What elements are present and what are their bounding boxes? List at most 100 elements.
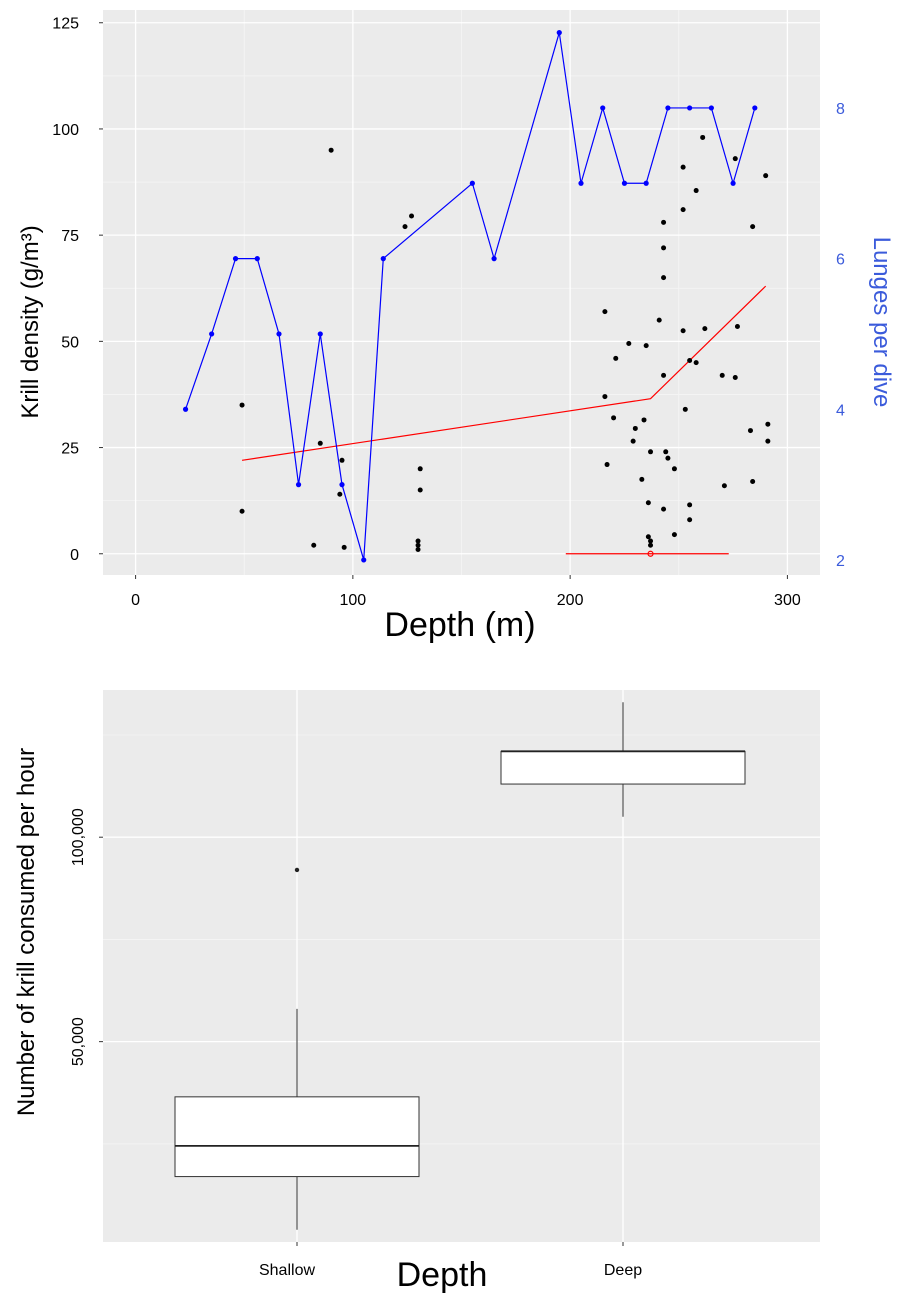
density-point — [671, 532, 677, 538]
density-point — [680, 164, 686, 170]
lunges-point — [491, 256, 497, 262]
lunges-point — [254, 256, 260, 262]
density-point — [663, 449, 669, 455]
lunges-point — [600, 105, 606, 111]
lunges-point — [687, 105, 693, 111]
y-tick-label: 125 — [52, 16, 79, 33]
density-point — [645, 500, 651, 506]
density-point — [682, 406, 688, 412]
density-point — [732, 374, 738, 380]
density-point — [661, 372, 667, 378]
fit-line — [241, 285, 767, 461]
x-axis-categories: Shallow Deep — [259, 1242, 642, 1279]
density-point — [602, 309, 608, 315]
density-point — [687, 517, 693, 523]
x-tick-label: 100 — [340, 592, 367, 609]
density-point — [643, 343, 649, 349]
breakpoint-marker — [647, 550, 654, 557]
y-axis-title-2: Number of krill consumed per hour — [13, 748, 40, 1116]
grid-lines — [103, 10, 820, 575]
x-tick-label: 200 — [557, 592, 584, 609]
x-axis-title: Depth (m) — [384, 606, 535, 644]
y-tick-label: 100,000 — [70, 808, 87, 866]
box-marks — [174, 702, 746, 1230]
x-category-label: Shallow — [259, 1262, 315, 1279]
density-point — [604, 462, 610, 468]
density-point — [661, 245, 667, 251]
density-point — [602, 394, 608, 400]
density-point — [765, 438, 771, 444]
lunges-point — [380, 256, 386, 262]
lunges-point — [556, 29, 562, 36]
lunges-point — [182, 406, 189, 412]
lunges-point — [752, 105, 758, 111]
density-point — [719, 372, 725, 378]
lunges-point — [730, 180, 736, 186]
density-point — [417, 487, 423, 493]
density-point — [317, 440, 323, 446]
box-iqr — [500, 750, 746, 785]
density-point — [611, 415, 617, 421]
lunges-point — [295, 482, 302, 488]
density-point — [661, 219, 667, 225]
density-point — [661, 275, 667, 281]
density-point — [693, 188, 699, 194]
density-point — [648, 538, 654, 544]
density-point — [648, 449, 654, 455]
lunges-point — [209, 331, 215, 337]
y-tick-label: 0 — [70, 547, 79, 564]
plot-panel-2 — [103, 690, 820, 1242]
lunges-point — [578, 180, 584, 186]
density-point — [239, 402, 245, 408]
lunges-line — [184, 32, 756, 561]
density-point — [339, 457, 345, 463]
density-point — [337, 491, 343, 497]
density-point — [626, 340, 632, 346]
density-point — [613, 355, 619, 361]
density-point — [641, 417, 647, 423]
x-axis-title-2: Depth — [397, 1256, 488, 1293]
y-axis-title: Krill density (g/m³) — [17, 225, 44, 418]
y2-axis-ticks: 2 4 6 8 — [836, 101, 845, 570]
y2-tick-label: 4 — [836, 402, 845, 419]
lunges-point — [665, 105, 671, 111]
density-point — [632, 425, 638, 431]
box-iqr — [174, 1096, 420, 1178]
lunges-point — [708, 105, 714, 111]
density-point — [311, 542, 317, 548]
y2-tick-label: 6 — [836, 252, 845, 269]
density-point — [328, 147, 334, 153]
density-point — [750, 479, 756, 485]
density-point — [680, 328, 686, 334]
density-point — [732, 156, 738, 162]
density-point — [239, 508, 245, 514]
x-tick-label: 0 — [131, 592, 140, 609]
lunges-point — [621, 180, 628, 186]
lunges-point — [339, 482, 345, 488]
y2-tick-label: 2 — [836, 553, 845, 570]
density-point — [671, 466, 677, 472]
x-axis-ticks: 0 100 200 300 — [131, 575, 801, 609]
density-point — [680, 207, 686, 213]
lunges-point — [232, 256, 239, 262]
density-point — [687, 502, 693, 508]
grid-lines-2 — [103, 690, 820, 1242]
y2-axis-title: Lunges per dive — [868, 237, 895, 408]
density-point — [656, 317, 662, 323]
y-tick-label: 50,000 — [70, 1017, 87, 1066]
density-point — [734, 323, 740, 329]
density-point — [765, 421, 771, 427]
density-point — [702, 326, 708, 332]
chart-marks — [182, 29, 771, 563]
density-point — [417, 466, 423, 472]
lunges-point — [317, 331, 323, 337]
lunges-point — [361, 557, 367, 563]
density-point — [409, 213, 415, 219]
density-point — [639, 476, 645, 482]
density-point — [693, 360, 699, 366]
y2-tick-label: 8 — [836, 101, 845, 118]
x-category-label: Deep — [604, 1262, 642, 1279]
density-point — [402, 224, 408, 230]
density-point — [648, 542, 654, 548]
